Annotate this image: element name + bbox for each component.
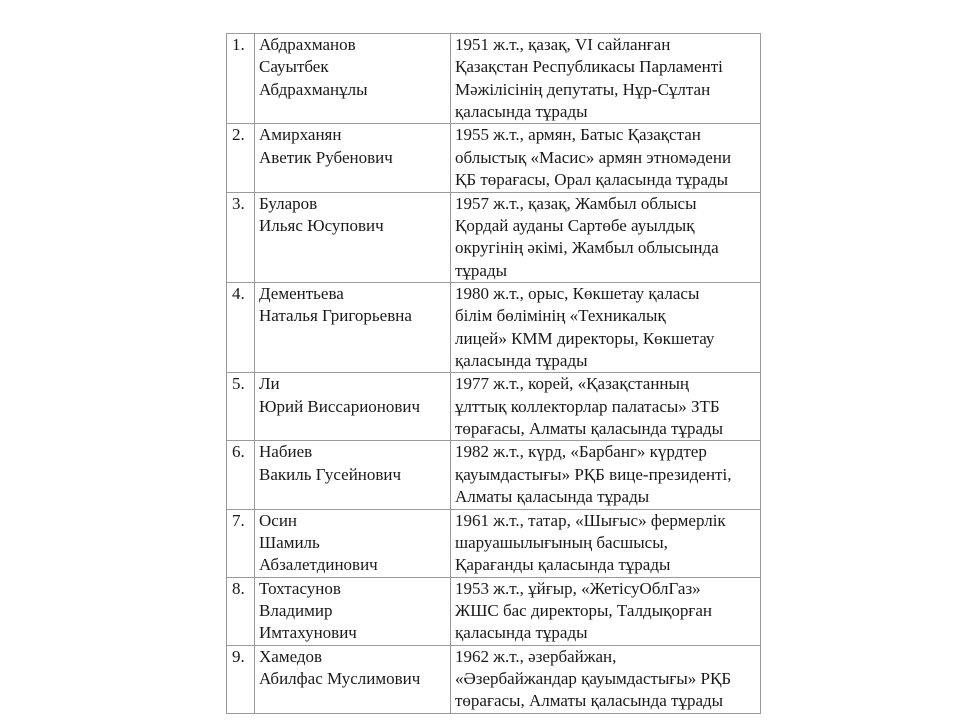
description-line: қаласында тұрады: [455, 102, 588, 122]
row-number-cell: 4.: [226, 281, 255, 374]
person-name-line: Сауытбек: [259, 57, 329, 77]
description-line: 1955 ж.т., армян, Батыс Қазақстан: [455, 125, 701, 145]
description-line: Қазақстан Республикасы Парламенті: [455, 57, 723, 77]
row-number: 5.: [232, 374, 245, 394]
person-name-cell: Осин Шамиль Абзалетдинович: [254, 508, 451, 578]
description-line: Қордай ауданы Сартөбе ауылдық: [455, 215, 695, 235]
row-number-cell: 9.: [226, 644, 255, 714]
table-row: 4. Дементьева Наталья Григорьевна 1980 ж.т.…: [226, 281, 761, 374]
description-line: қаласында тұрады: [455, 351, 588, 371]
person-name-line: Абзалетдинович: [259, 555, 378, 575]
row-number-cell: 1.: [226, 32, 255, 125]
description-cell: 1961 ж.т., татар, «Шығыс» фермерлік шаруа…: [450, 508, 761, 578]
person-name-cell: Хамедов Абилфас Муслимович: [254, 644, 451, 714]
row-number-cell: 3.: [226, 191, 255, 283]
person-name-line: Амирханян: [259, 125, 342, 145]
row-number: 3.: [232, 193, 245, 213]
person-name-cell: Набиев Вакиль Гусейнович: [254, 440, 451, 510]
description-cell: 1955 ж.т., армян, Батыс Қазақстан облысты…: [450, 123, 761, 193]
description-line: 1951 ж.т., қазақ, VI сайланған: [455, 35, 671, 54]
row-number: 4.: [232, 283, 245, 303]
description-line: 1980 ж.т., орыс, Көкшетау қаласы: [455, 283, 700, 303]
person-name-line: Абилфас Муслимович: [259, 669, 421, 689]
person-name-line: Юрий Виссарионович: [259, 396, 421, 416]
description-line: Алматы қаласында тұрады: [455, 487, 650, 507]
person-name-line: Ильяс Юсупович: [259, 215, 384, 235]
row-number: 1.: [232, 35, 245, 54]
description-line: қауымдастығы» РҚБ вице-президенті,: [455, 464, 732, 484]
description-cell: 1951 ж.т., қазақ, VI сайланған Қазақстан …: [450, 32, 761, 125]
description-line: облыстық «Масис» армян этномәдени: [455, 147, 732, 167]
members-table-body: 1. Абдрахманов Сауытбек Абдрахманұлы 1951 ж.…: [226, 32, 761, 714]
description-cell: 1957 ж.т., қазақ, Жамбыл облысы Қордай ау…: [450, 191, 761, 283]
description-line: 1961 ж.т., татар, «Шығыс» фермерлік: [455, 510, 726, 530]
description-line: округінің әкімі, Жамбыл облысында: [455, 238, 719, 258]
table-row: 5. Ли Юрий Виссарионович 1977 ж.т., корей, …: [226, 372, 761, 442]
description-line: лицей» КММ директоры, Көкшетау: [455, 328, 715, 348]
person-name-cell: Ли Юрий Виссарионович: [254, 372, 451, 442]
description-cell: 1953 ж.т., ұйғыр, «ЖетісуОблГаз» ЖШС бас …: [450, 576, 761, 646]
person-name-line: Вакиль Гусейнович: [259, 464, 402, 484]
row-number: 7.: [232, 510, 245, 530]
person-name-cell: Буларов Ильяс Юсупович: [254, 191, 451, 283]
table-row: 2. Амирханян Аветик Рубенович 1955 ж.т., ар…: [226, 123, 761, 193]
person-name-cell: Тохтасунов Владимир Имтахунович: [254, 576, 451, 646]
row-number-cell: 5.: [226, 372, 255, 442]
description-cell: 1980 ж.т., орыс, Көкшетау қаласы білім бө…: [450, 281, 761, 374]
row-number-cell: 7.: [226, 508, 255, 578]
table-row: 7. Осин Шамиль Абзалетдинович 1961 ж.т., тат…: [226, 508, 761, 578]
person-name-line: Хамедов: [259, 646, 323, 666]
person-name-cell: Амирханян Аветик Рубенович: [254, 123, 451, 193]
person-name-line: Шамиль: [259, 532, 320, 552]
description-line: 1953 ж.т., ұйғыр, «ЖетісуОблГаз»: [455, 578, 701, 598]
description-line: Мәжілісінің депутаты, Нұр-Сұлтан: [455, 79, 711, 99]
description-line: «Әзербайжандар қауымдастығы» РҚБ: [455, 669, 732, 689]
description-line: 1977 ж.т., корей, «Қазақстанның: [455, 374, 690, 394]
person-name-cell: Абдрахманов Сауытбек Абдрахманұлы: [254, 32, 451, 125]
description-line: тұрады: [455, 260, 508, 280]
row-number-cell: 6.: [226, 440, 255, 510]
person-name-line: Имтахунович: [259, 623, 357, 643]
table-row: 3. Буларов Ильяс Юсупович 1957 ж.т., қазақ,…: [226, 191, 761, 283]
table-row: 6. Набиев Вакиль Гусейнович 1982 ж.т., күрд…: [226, 440, 761, 510]
person-name-line: Абдрахманұлы: [259, 79, 368, 99]
description-line: қаласында тұрады: [455, 623, 588, 643]
description-cell: 1977 ж.т., корей, «Қазақстанның ұлттық ко…: [450, 372, 761, 442]
person-name-line: Набиев: [259, 442, 313, 462]
row-number: 6.: [232, 442, 245, 462]
description-cell: 1962 ж.т., әзербайжан, «Әзербайжандар қау…: [450, 644, 761, 714]
person-name-line: Тохтасунов: [259, 578, 341, 598]
person-name-line: Буларов: [259, 193, 318, 213]
description-line: 1982 ж.т., күрд, «Барбанг» күрдтер: [455, 442, 707, 462]
description-line: төрағасы, Алматы қаласында тұрады: [455, 691, 724, 711]
person-name-line: Владимир: [259, 600, 333, 620]
description-cell: 1982 ж.т., күрд, «Барбанг» күрдтер қауымд…: [450, 440, 761, 510]
table-row: 8. Тохтасунов Владимир Имтахунович 1953 ж.т.…: [226, 576, 761, 646]
person-name-cell: Дементьева Наталья Григорьевна: [254, 281, 451, 374]
description-line: білім бөлімінің «Техникалық: [455, 306, 666, 326]
description-line: ҚБ төрағасы, Орал қаласында тұрады: [455, 170, 729, 190]
description-line: ЖШС бас директоры, Талдықорған: [455, 600, 713, 620]
row-number: 2.: [232, 125, 245, 145]
description-line: ұлттық коллекторлар палатасы» ЗТБ: [455, 396, 720, 416]
description-line: 1957 ж.т., қазақ, Жамбыл облысы: [455, 193, 697, 213]
person-name-line: Аветик Рубенович: [259, 147, 393, 167]
members-table: 1. Абдрахманов Сауытбек Абдрахманұлы 1951 ж.…: [226, 32, 761, 714]
row-number-cell: 8.: [226, 576, 255, 646]
person-name-line: Наталья Григорьевна: [259, 306, 412, 326]
table-row: 9. Хамедов Абилфас Муслимович 1962 ж.т., әз…: [226, 644, 761, 714]
table-row: 1. Абдрахманов Сауытбек Абдрахманұлы 1951 ж.…: [226, 32, 761, 125]
description-line: төрағасы, Алматы қаласында тұрады: [455, 419, 724, 439]
person-name-line: Ли: [259, 374, 280, 394]
person-name-line: Дементьева: [259, 283, 344, 303]
row-number-cell: 2.: [226, 123, 255, 193]
description-line: Қарағанды қаласында тұрады: [455, 555, 671, 575]
description-line: шаруашылығының басшысы,: [455, 532, 668, 552]
row-number: 8.: [232, 578, 245, 598]
person-name-line: Абдрахманов: [259, 35, 356, 54]
person-name-line: Осин: [259, 510, 298, 530]
row-number: 9.: [232, 646, 245, 666]
description-line: 1962 ж.т., әзербайжан,: [455, 646, 617, 666]
